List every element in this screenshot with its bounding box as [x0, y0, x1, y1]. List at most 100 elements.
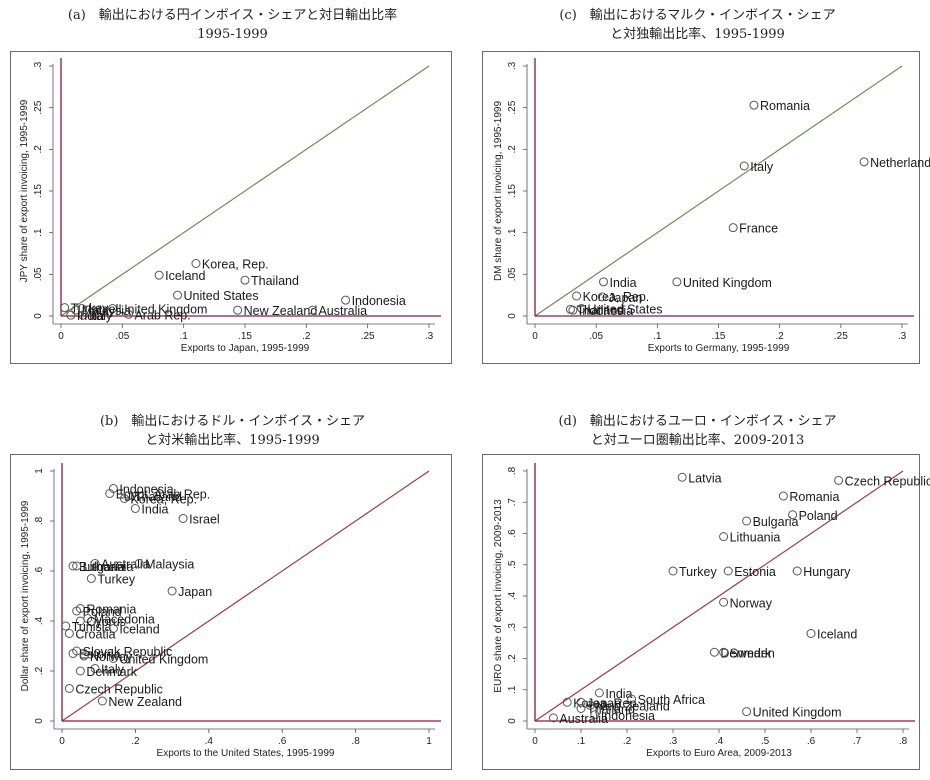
- data-point-label: Italy: [750, 160, 774, 174]
- data-point-label: Japan: [178, 585, 212, 599]
- panel-a-title-line1: (a) 輸出における円インボイス・シェアと対日輸出比率: [67, 8, 398, 23]
- y-tick-label: .2: [34, 666, 45, 675]
- data-point: [123, 309, 133, 319]
- data-point-label: India: [610, 276, 637, 290]
- data-point-label: Poland: [83, 605, 122, 619]
- data-point: [71, 305, 81, 315]
- x-tick-label: .05: [115, 331, 129, 342]
- data-point: [130, 504, 140, 513]
- reference-line-45: [61, 470, 430, 722]
- panel-b-title: (b) 輸出におけるドル・インボイス・シェア と対米輸出比率、1995-1999: [0, 412, 465, 450]
- data-point: [572, 291, 582, 301]
- data-point: [742, 707, 752, 717]
- data-point-label: Tunisia: [72, 620, 112, 634]
- x-axis-label: Exports to Japan, 1995-1999: [181, 343, 310, 354]
- data-point-label: Turkey: [679, 565, 717, 579]
- y-tick-label: .2: [33, 145, 44, 154]
- data-point: [86, 574, 96, 583]
- y-tick-label: .3: [33, 61, 44, 70]
- x-tick-label: .05: [589, 331, 603, 342]
- data-point: [576, 697, 586, 707]
- y-tick-label: .3: [507, 623, 518, 632]
- data-point-label: Romania: [789, 490, 839, 504]
- data-point-label: Arab Rep.: [134, 308, 190, 322]
- data-point: [108, 624, 118, 633]
- y-axis-label: DM share of export invoicing, 1995-1999: [493, 101, 504, 282]
- data-point-label: Czech Republic: [845, 474, 930, 488]
- data-point-label: Thailand: [587, 703, 635, 717]
- panel-c-title-line1: (c) 輸出におけるマルク・インボイス・シェア: [559, 8, 836, 23]
- data-point-label: Egypt, Arab Rep.: [116, 488, 211, 502]
- data-point: [728, 223, 738, 233]
- data-point: [233, 305, 243, 315]
- data-point-label: India: [77, 309, 104, 323]
- x-tick-label: .25: [834, 331, 848, 342]
- data-point: [749, 100, 759, 110]
- data-point-label: New Zealand: [596, 699, 670, 713]
- data-point: [576, 304, 586, 313]
- data-point: [307, 305, 317, 315]
- data-point-label: United States: [184, 289, 259, 303]
- y-tick-label: .25: [33, 100, 44, 114]
- y-tick-label: .7: [507, 498, 518, 507]
- x-tick-label: 0: [532, 331, 538, 342]
- y-tick-label: .8: [507, 466, 518, 475]
- data-point: [60, 303, 70, 313]
- data-point: [672, 277, 682, 287]
- x-tick-label: .1: [179, 331, 188, 342]
- data-point-label: Romania: [86, 603, 136, 617]
- chart-a-frame: 0 .05 .1 .15 .2 .25 .3 0 .05 .1 .15 .2 .25 .3 Exports …: [10, 51, 452, 364]
- data-point-label: Macedonia: [94, 613, 155, 627]
- panel-d-title-line2: と対ユーロ圏輸出比率、2009-2013: [590, 433, 805, 448]
- data-point-label: Denmark: [720, 646, 771, 660]
- data-point: [79, 651, 89, 661]
- data-point-label: Estonia: [734, 565, 776, 579]
- data-point: [90, 559, 100, 568]
- x-tick-label: .1: [653, 331, 662, 342]
- x-tick-label: .15: [238, 331, 252, 342]
- data-point-label: Korea, Rep.: [573, 696, 640, 710]
- data-point-label: United States: [587, 303, 662, 317]
- panel-a-title-line2: 1995-1999: [197, 27, 268, 42]
- x-tick-label: .6: [807, 736, 816, 747]
- data-point-label: Slovak Republic: [83, 645, 173, 659]
- y-tick-label: .5: [507, 560, 518, 569]
- data-point: [709, 647, 719, 657]
- data-point: [585, 700, 595, 710]
- y-axis-label: Dollar share of export invoicing, 1995-1…: [20, 500, 31, 691]
- y-tick-label: .6: [34, 566, 45, 575]
- data-point-label: Japan: [587, 696, 621, 710]
- x-tick-label: .8: [899, 736, 908, 747]
- x-tick-label: .8: [351, 736, 360, 747]
- panel-a-title: (a) 輸出における円インボイス・シェアと対日輸出比率 1995-1999: [0, 6, 465, 44]
- data-point: [68, 561, 78, 571]
- chart-d-frame: 0 .1 .2 .3 .4 .5 .6 .7 .8 0 .1 .2 .3 .4 .5 .6 .7 .8 Export…: [482, 454, 930, 770]
- data-point: [834, 475, 844, 485]
- x-tick-label: .4: [205, 736, 214, 747]
- data-point: [599, 277, 609, 287]
- data-point: [668, 566, 678, 576]
- data-point: [739, 161, 749, 171]
- x-tick-label: .15: [712, 331, 726, 342]
- data-point-label: South Africa: [638, 693, 705, 707]
- chart-a: 0 .05 .1 .15 .2 .25 .3 0 .05 .1 .15 .2 .25 .3 Exports …: [19, 58, 441, 354]
- data-point: [859, 157, 869, 167]
- data-point: [594, 688, 604, 698]
- x-tick-label: .25: [361, 331, 375, 342]
- data-point-label: United Kingdom: [753, 706, 842, 720]
- data-point: [597, 292, 607, 302]
- data-point: [64, 629, 74, 638]
- x-tick-label: .6: [278, 736, 287, 747]
- data-point: [68, 649, 78, 658]
- x-tick-label: .2: [302, 331, 311, 342]
- data-point-label: Norway: [90, 650, 133, 664]
- data-point-label: Malaysia: [145, 558, 194, 572]
- data-point-label: United Kingdom: [119, 653, 208, 667]
- data-point-label: Australia: [318, 304, 367, 318]
- x-tick-label: .1: [577, 736, 586, 747]
- y-tick-label: 0: [34, 718, 45, 724]
- data-point-label: Iceland: [817, 628, 857, 642]
- data-point-label: Korea, Rep.: [202, 258, 269, 272]
- data-point-label: Czech Republic: [75, 683, 163, 697]
- y-tick-label: .3: [507, 61, 518, 70]
